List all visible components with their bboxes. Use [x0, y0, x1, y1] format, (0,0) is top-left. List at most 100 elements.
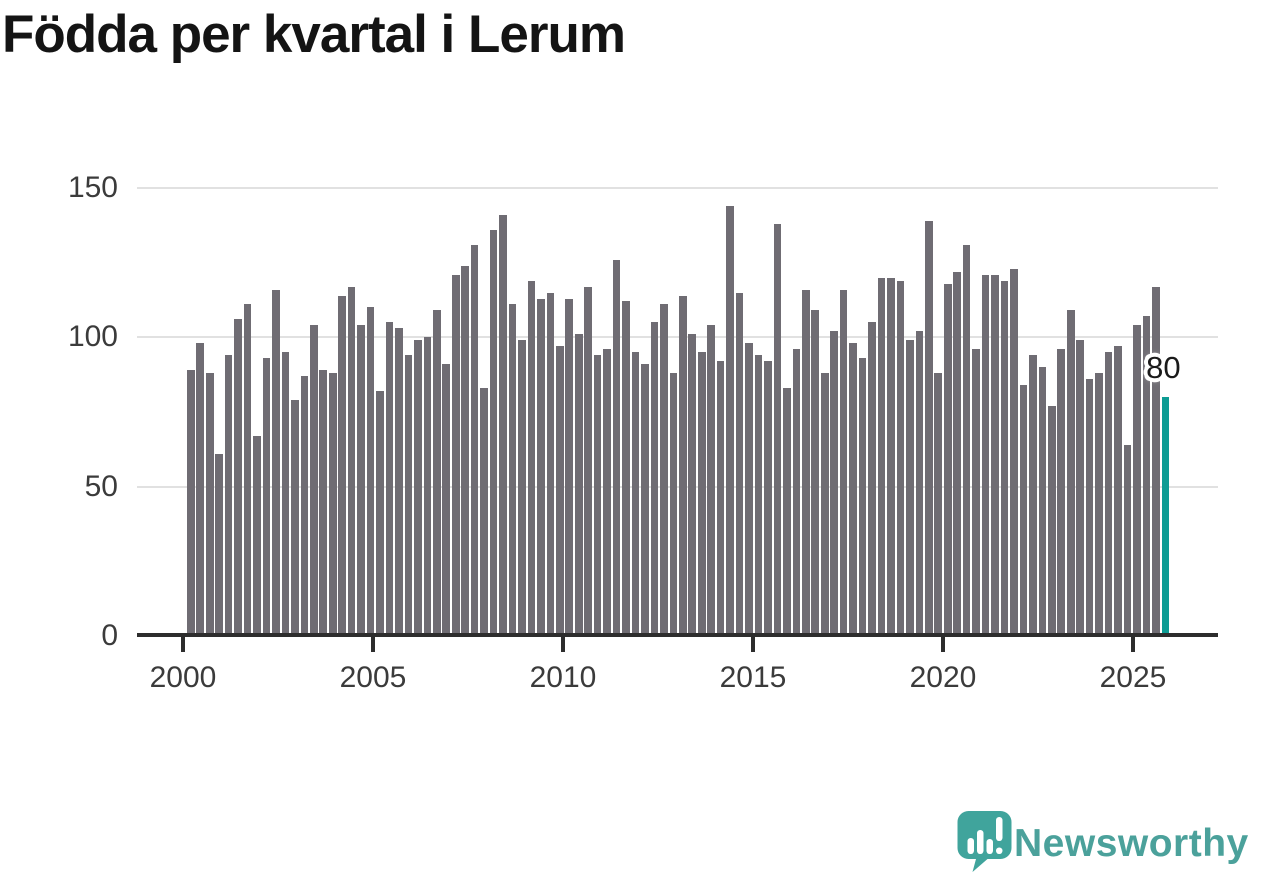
- bar: [688, 334, 697, 636]
- x-tick: [941, 637, 945, 652]
- bar: [565, 298, 574, 636]
- bar: [1057, 349, 1066, 636]
- bar: [612, 259, 621, 636]
- bar: [347, 286, 356, 636]
- bar: [234, 319, 242, 636]
- bar: [1066, 310, 1075, 636]
- bar: [546, 292, 555, 636]
- bar: [253, 435, 261, 636]
- bar: [300, 376, 309, 636]
- y-tick-label: 150: [67, 171, 118, 204]
- bar: [660, 304, 668, 636]
- bar: [1019, 385, 1028, 636]
- bar: [518, 340, 526, 636]
- bar: [1047, 406, 1056, 636]
- x-tick-label: 2015: [719, 661, 787, 694]
- y-tick-label: 50: [84, 469, 118, 503]
- bar: [906, 340, 914, 636]
- bar: [716, 361, 725, 636]
- bar: [376, 391, 384, 636]
- bar: [1104, 352, 1113, 636]
- bar: [1010, 268, 1018, 636]
- bar: [537, 298, 545, 636]
- bar: [385, 322, 394, 636]
- bar: [508, 304, 517, 636]
- bar: [1085, 379, 1094, 636]
- chart-title: Födda per kvartal i Lerum: [2, 5, 626, 64]
- bar: [868, 322, 876, 636]
- x-tick-label: 2000: [149, 661, 217, 694]
- bar: [764, 361, 772, 636]
- y-tick-label: 0: [101, 619, 118, 652]
- bar: [527, 280, 536, 636]
- bar: [603, 349, 611, 636]
- bar: [451, 274, 460, 636]
- bar: [593, 355, 602, 636]
- bar: [707, 325, 715, 636]
- bar: [243, 304, 252, 636]
- bar: [943, 283, 952, 636]
- bar: [480, 388, 488, 636]
- x-axis-line: [137, 633, 1218, 637]
- bar: [366, 307, 375, 636]
- y-tick-label: 100: [67, 320, 118, 354]
- bar: [735, 292, 744, 636]
- bar: [1114, 346, 1122, 636]
- bar: [934, 373, 943, 636]
- bar: [697, 352, 706, 636]
- bar: [1095, 373, 1103, 636]
- bar: [991, 274, 999, 636]
- bar: [962, 244, 971, 636]
- bar: [830, 331, 838, 636]
- bar: [187, 370, 195, 636]
- bar: [877, 277, 886, 636]
- x-tick-label: 2005: [339, 661, 407, 694]
- x-tick: [561, 637, 565, 652]
- bar: [395, 328, 403, 636]
- bar: [972, 349, 980, 636]
- bar: [489, 229, 498, 636]
- bar: [291, 400, 299, 636]
- bar: [319, 370, 328, 636]
- bar: [631, 352, 640, 636]
- bar: [849, 343, 857, 636]
- bar: [678, 295, 687, 636]
- bar: [499, 214, 507, 636]
- bar: [783, 388, 791, 636]
- bar: [650, 322, 659, 636]
- bar: [773, 223, 782, 636]
- bar: [196, 343, 205, 636]
- bar: [981, 274, 990, 636]
- newsworthy-wordmark: Newsworthy: [1014, 822, 1249, 865]
- bar: [338, 295, 346, 636]
- bar: [584, 286, 592, 636]
- bar: [622, 301, 630, 636]
- bar: [726, 205, 734, 636]
- bar: [820, 373, 829, 636]
- newsworthy-icon: [957, 811, 1012, 872]
- bar: [801, 289, 810, 636]
- bar: [1142, 316, 1151, 636]
- bar: [215, 453, 223, 636]
- bar: [414, 340, 422, 636]
- x-tick: [751, 637, 755, 652]
- bar: [1000, 280, 1009, 636]
- bar: [1038, 367, 1047, 636]
- bar: [1133, 325, 1141, 636]
- bar: [205, 373, 214, 636]
- bar: [1152, 286, 1160, 636]
- bar: [442, 364, 451, 636]
- bar: [555, 346, 564, 636]
- gridline: [137, 187, 1218, 189]
- x-tick: [1131, 637, 1135, 652]
- bar: [574, 334, 583, 636]
- x-tick-label: 2025: [1099, 661, 1167, 694]
- bar: [1123, 444, 1132, 636]
- gridline: [137, 336, 1218, 339]
- bar: [915, 331, 924, 636]
- bar: [272, 289, 280, 636]
- bar: [953, 271, 961, 636]
- x-tick-label: 2020: [909, 661, 977, 694]
- bar: [470, 244, 479, 636]
